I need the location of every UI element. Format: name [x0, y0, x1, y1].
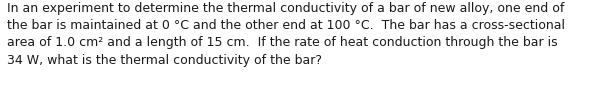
- Text: In an experiment to determine the thermal conductivity of a bar of new alloy, on: In an experiment to determine the therma…: [7, 2, 565, 67]
